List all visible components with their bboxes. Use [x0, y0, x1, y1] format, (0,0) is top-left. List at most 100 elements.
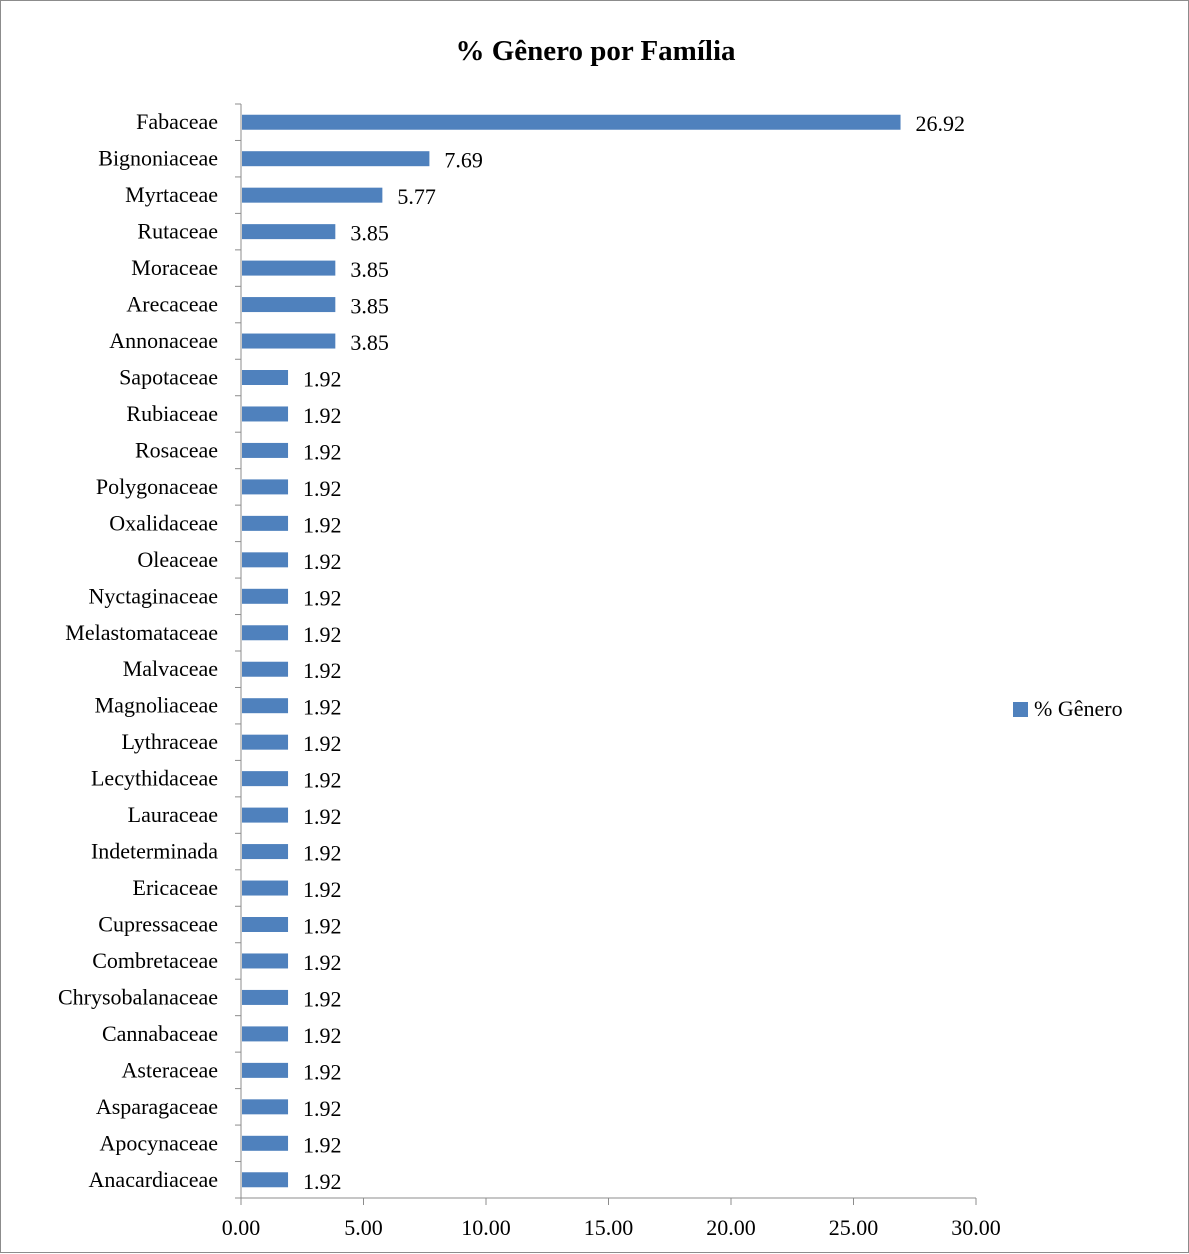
data-label: 1.92	[303, 476, 342, 501]
category-label: Asteraceae	[122, 1057, 218, 1082]
bar	[242, 625, 289, 641]
category-label: Rubiaceae	[126, 401, 218, 426]
bar	[242, 1172, 289, 1188]
data-label: 1.92	[303, 658, 342, 683]
data-label: 3.85	[350, 330, 389, 355]
bar	[242, 114, 901, 130]
category-label: Indeterminada	[91, 839, 218, 864]
chart-title: % Gênero por Família	[455, 35, 736, 67]
bar	[242, 807, 289, 823]
bar	[242, 406, 289, 422]
category-label: Lecythidaceae	[91, 766, 218, 791]
data-label: 1.92	[303, 1023, 342, 1048]
category-label: Chrysobalanaceae	[58, 984, 218, 1009]
category-label: Cupressaceae	[98, 912, 218, 937]
category-label: Arecaceae	[126, 292, 218, 317]
data-label: 1.92	[303, 403, 342, 428]
x-tick-label: 20.00	[706, 1215, 756, 1240]
category-label: Lythraceae	[122, 729, 219, 754]
data-label: 1.92	[303, 731, 342, 756]
data-label: 3.85	[350, 221, 389, 246]
data-label: 1.92	[303, 914, 342, 939]
bar	[242, 698, 289, 714]
legend-label: % Gênero	[1034, 696, 1123, 721]
x-tick-label: 10.00	[461, 1215, 511, 1240]
data-label: 1.92	[303, 1059, 342, 1084]
data-label: 1.92	[303, 1096, 342, 1121]
data-label: 1.92	[303, 549, 342, 574]
data-label: 1.92	[303, 1132, 342, 1157]
data-label: 1.92	[303, 877, 342, 902]
bar	[242, 1099, 289, 1115]
category-label: Combretaceae	[92, 948, 218, 973]
bar	[242, 771, 289, 787]
bar	[242, 1062, 289, 1078]
data-label: 1.92	[303, 986, 342, 1011]
category-label: Malvaceae	[123, 656, 218, 681]
legend: % Gênero	[1013, 695, 1123, 723]
data-label: 1.92	[303, 804, 342, 829]
x-tick-label: 5.00	[344, 1215, 383, 1240]
data-label: 7.69	[444, 148, 483, 173]
category-label: Lauraceae	[128, 802, 218, 827]
bar	[242, 661, 289, 677]
data-label: 3.85	[350, 257, 389, 282]
bar	[242, 151, 430, 167]
category-label: Sapotaceae	[119, 365, 218, 390]
category-label: Nyctaginaceae	[89, 583, 218, 608]
data-label: 1.92	[303, 1169, 342, 1194]
bar	[242, 953, 289, 969]
data-label: 26.92	[916, 111, 966, 136]
category-label: Anacardiaceae	[89, 1167, 218, 1192]
bar	[242, 297, 336, 313]
x-tick-label: 25.00	[829, 1215, 879, 1240]
data-label: 1.92	[303, 841, 342, 866]
data-label: 1.92	[303, 585, 342, 610]
category-label: Fabaceae	[136, 109, 218, 134]
category-label: Oleaceae	[137, 547, 218, 572]
bar	[242, 1026, 289, 1042]
x-tick-label: 0.00	[222, 1215, 261, 1240]
category-label: Melastomataceae	[65, 620, 218, 645]
data-label: 1.92	[303, 512, 342, 537]
bar	[242, 1135, 289, 1151]
data-label: 1.92	[303, 695, 342, 720]
data-label: 1.92	[303, 768, 342, 793]
bar	[242, 333, 336, 349]
category-label: Ericaceae	[133, 875, 218, 900]
category-label: Magnoliaceae	[95, 693, 218, 718]
data-label: 5.77	[397, 184, 436, 209]
category-label: Annonaceae	[109, 328, 218, 353]
bar	[242, 187, 383, 203]
data-label: 3.85	[350, 294, 389, 319]
bar	[242, 224, 336, 240]
bar	[242, 260, 336, 276]
data-label: 1.92	[303, 439, 342, 464]
data-label: 1.92	[303, 622, 342, 647]
category-label: Polygonaceae	[96, 474, 218, 499]
data-label: 1.92	[303, 950, 342, 975]
bar	[242, 844, 289, 860]
legend-swatch	[1013, 701, 1028, 717]
category-label: Rutaceae	[137, 219, 218, 244]
x-tick-label: 30.00	[951, 1215, 1001, 1240]
bar	[242, 734, 289, 750]
category-label: Bignoniaceae	[98, 146, 218, 171]
bar	[242, 442, 289, 458]
category-label: Rosaceae	[135, 437, 218, 462]
x-tick-label: 15.00	[584, 1215, 634, 1240]
bar	[242, 588, 289, 604]
bar	[242, 917, 289, 932]
bar	[242, 479, 289, 495]
bar	[242, 989, 289, 1005]
category-label: Cannabaceae	[102, 1021, 218, 1046]
bar	[242, 515, 289, 531]
category-label: Asparagaceae	[96, 1094, 218, 1119]
category-label: Moraceae	[131, 255, 218, 280]
bar	[242, 370, 289, 385]
bar	[242, 880, 289, 896]
category-label: Oxalidaceae	[109, 510, 218, 535]
data-label: 1.92	[303, 367, 342, 392]
